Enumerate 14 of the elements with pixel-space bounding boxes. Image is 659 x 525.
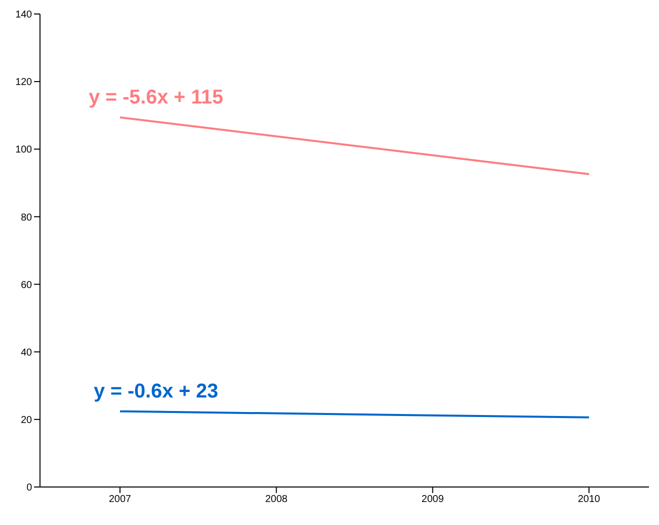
y-tick-label: 100	[15, 144, 32, 156]
x-tick-label: 2009	[422, 494, 444, 506]
annotation: y = -5.6x + 115	[88, 86, 224, 108]
y-tick-label: 40	[20, 347, 32, 358]
y-tick-label: 60	[20, 280, 32, 291]
y-tick-label: 140	[15, 10, 32, 21]
y-tick-label: 80	[20, 212, 32, 224]
x-tick-label: 2007	[108, 494, 132, 506]
annotation: y = -0.6x + 23	[94, 380, 218, 402]
y-tick-label: 120	[15, 77, 32, 88]
y-tick-label: 0	[26, 482, 32, 494]
x-tick-label: 2008	[265, 494, 288, 506]
x-tick-label: 2010	[578, 494, 601, 506]
y-tick-label: 20	[20, 414, 32, 426]
